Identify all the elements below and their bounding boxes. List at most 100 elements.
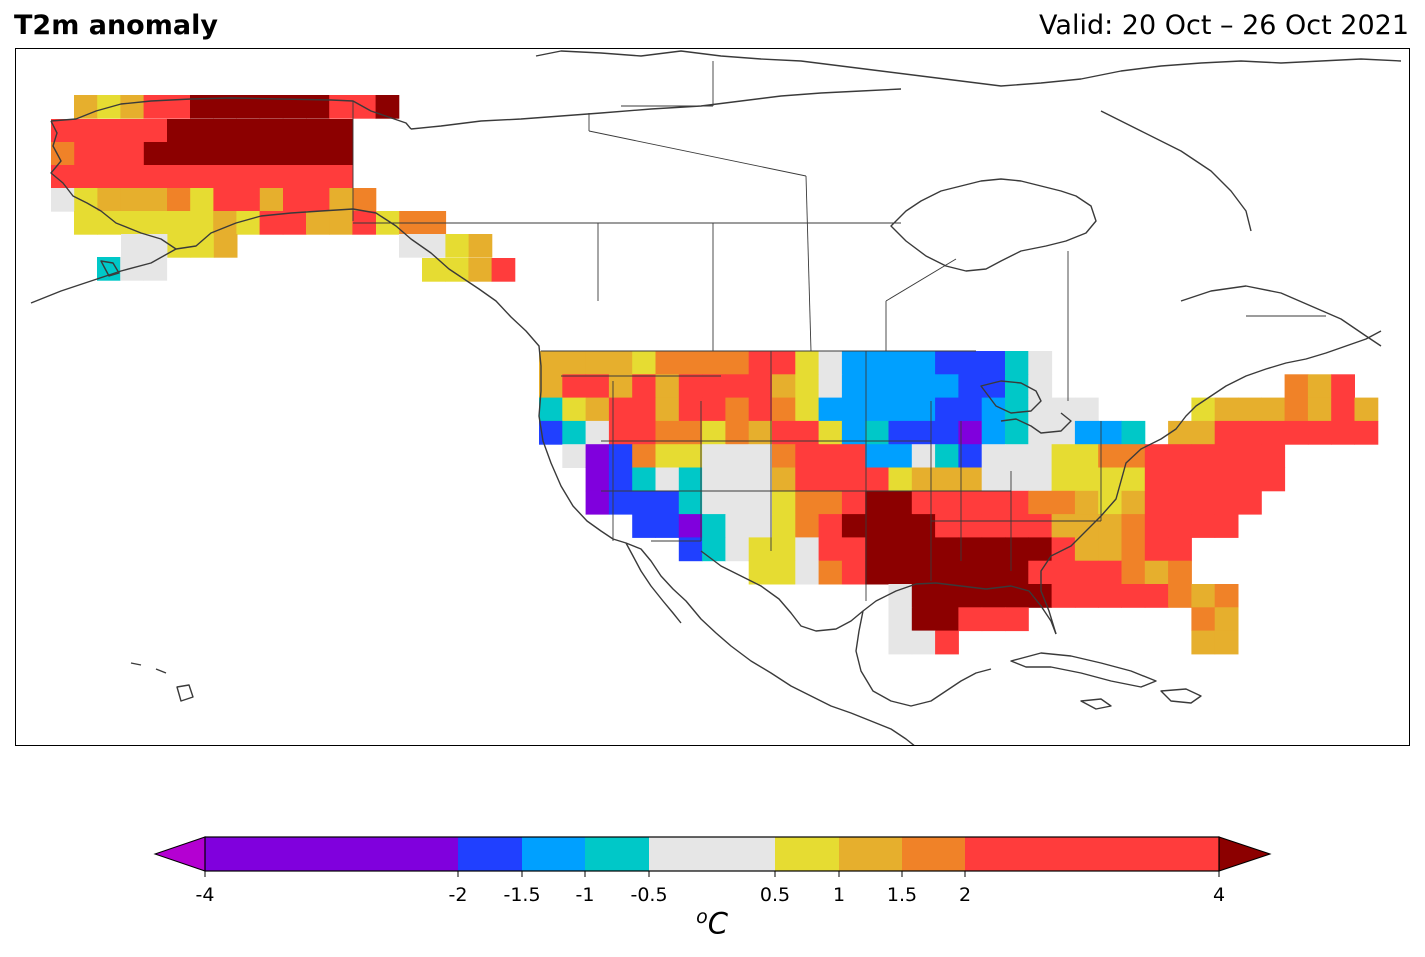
grid-cell	[958, 374, 983, 399]
grid-cell	[1191, 607, 1216, 632]
grid-cell	[841, 351, 866, 375]
grid-cell	[1214, 467, 1239, 492]
grid-cell	[632, 420, 656, 445]
grid-cell	[958, 490, 983, 515]
grid-cell	[935, 514, 959, 538]
grid-cell	[608, 374, 633, 399]
grid-cell	[632, 467, 656, 492]
grid-cell	[865, 514, 889, 538]
grid-cell	[445, 258, 469, 282]
grid-cell	[841, 397, 866, 422]
grid-cell	[655, 374, 680, 399]
grid-cell	[1074, 490, 1099, 515]
grid-cell	[51, 188, 75, 212]
grid-cell	[585, 467, 610, 492]
grid-cell	[1028, 514, 1053, 538]
grid-cell	[1121, 420, 1146, 445]
grid-cell	[259, 211, 284, 235]
grid-cell	[282, 95, 307, 119]
colorbar-bin	[458, 837, 523, 871]
grid-cell	[748, 514, 773, 538]
grid-cell	[865, 351, 889, 375]
grid-cell	[1098, 514, 1122, 538]
grid-cell	[935, 351, 959, 375]
grid-cell	[539, 374, 563, 399]
grid-cell	[1238, 444, 1262, 468]
grid-cell	[795, 490, 820, 515]
grid-cell	[1168, 537, 1192, 562]
grid-cell	[725, 490, 750, 515]
grid-cell	[1261, 420, 1286, 445]
grid-cell	[795, 420, 820, 445]
grid-cell	[1261, 444, 1286, 468]
grid-cell	[888, 514, 913, 538]
coastlines	[30, 50, 1402, 745]
grid-cell	[981, 420, 1006, 445]
grid-cell	[375, 95, 400, 119]
grid-cell	[143, 188, 168, 212]
grid-cell	[1214, 584, 1239, 608]
grid-cell	[1005, 607, 1029, 632]
grid-cell	[306, 211, 330, 235]
grid-cell	[1238, 397, 1262, 422]
grid-cell	[259, 119, 284, 143]
grid-cell	[772, 374, 796, 399]
grid-cell	[911, 514, 936, 538]
grid-cell	[841, 560, 866, 585]
grid-cell	[1144, 444, 1169, 468]
grid-cell	[120, 257, 144, 281]
grid-cell	[143, 142, 168, 166]
anomaly-grid-cells	[51, 95, 1379, 655]
grid-cell	[795, 444, 820, 468]
grid-cell	[1354, 420, 1379, 445]
grid-cell	[1284, 397, 1309, 422]
grid-cell	[1144, 514, 1169, 538]
grid-cell	[213, 142, 238, 166]
grid-cell	[608, 467, 633, 492]
grid-cell	[190, 142, 214, 166]
colorbar-bin	[839, 837, 903, 871]
grid-cell	[74, 119, 98, 143]
grid-cell	[1121, 537, 1146, 562]
grid-cell	[1238, 490, 1262, 515]
grid-cell	[167, 142, 191, 166]
grid-cell	[818, 514, 843, 538]
grid-cell	[1098, 467, 1122, 492]
grid-cell	[1121, 490, 1146, 515]
grid-cell	[585, 351, 610, 375]
grid-cell	[911, 630, 936, 655]
grid-cell	[865, 444, 889, 468]
grid-cell	[865, 397, 889, 422]
grid-cell	[539, 397, 563, 422]
grid-cell	[1098, 584, 1122, 608]
grid-cell	[190, 234, 215, 258]
grid-cell	[818, 467, 843, 492]
grid-cell	[329, 188, 354, 212]
grid-cell	[841, 444, 866, 468]
grid-cell	[888, 537, 913, 562]
grid-cell	[958, 514, 983, 538]
grid-cell	[795, 374, 820, 399]
grid-cell	[981, 607, 1006, 632]
grid-cell	[1284, 420, 1309, 445]
colorbar-tick-label: 4	[1212, 884, 1226, 906]
map-title: T2m anomaly	[14, 10, 218, 41]
grid-cell	[748, 537, 773, 562]
grid-cell	[1051, 584, 1076, 608]
grid-cell	[1074, 514, 1099, 538]
grid-cell	[74, 142, 98, 166]
grid-cell	[97, 119, 122, 143]
grid-cell	[702, 467, 726, 492]
grid-cell	[1144, 490, 1169, 515]
grid-cell	[958, 584, 983, 608]
grid-cell	[120, 95, 145, 119]
grid-cell	[282, 211, 307, 235]
grid-cell	[911, 584, 936, 608]
grid-cell	[585, 490, 610, 515]
grid-cell	[632, 514, 656, 538]
grid-cell	[167, 188, 191, 212]
grid-cell	[911, 560, 936, 585]
grid-cell	[1005, 374, 1029, 399]
grid-cell	[1028, 444, 1053, 468]
